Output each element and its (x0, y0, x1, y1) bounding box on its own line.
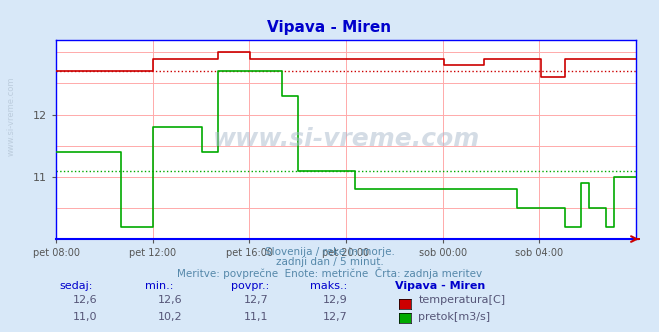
Text: povpr.:: povpr.: (231, 281, 269, 290)
Text: www.si-vreme.com: www.si-vreme.com (212, 127, 480, 151)
Text: www.si-vreme.com: www.si-vreme.com (7, 76, 16, 156)
Text: 12,7: 12,7 (244, 295, 269, 305)
Text: min.:: min.: (145, 281, 173, 290)
Text: 11,0: 11,0 (72, 312, 97, 322)
Text: 12,6: 12,6 (72, 295, 97, 305)
Text: Slovenija / reke in morje.: Slovenija / reke in morje. (264, 247, 395, 257)
Text: temperatura[C]: temperatura[C] (418, 295, 505, 305)
Text: Meritve: povprečne  Enote: metrične  Črta: zadnja meritev: Meritve: povprečne Enote: metrične Črta:… (177, 267, 482, 279)
Text: Vipava - Miren: Vipava - Miren (268, 20, 391, 35)
Text: sedaj:: sedaj: (59, 281, 93, 290)
Text: maks.:: maks.: (310, 281, 347, 290)
Text: 12,6: 12,6 (158, 295, 183, 305)
Text: 11,1: 11,1 (244, 312, 268, 322)
Text: pretok[m3/s]: pretok[m3/s] (418, 312, 490, 322)
Text: zadnji dan / 5 minut.: zadnji dan / 5 minut. (275, 257, 384, 267)
Text: 12,7: 12,7 (323, 312, 348, 322)
Text: Vipava - Miren: Vipava - Miren (395, 281, 486, 290)
Text: 10,2: 10,2 (158, 312, 183, 322)
Text: 12,9: 12,9 (323, 295, 348, 305)
